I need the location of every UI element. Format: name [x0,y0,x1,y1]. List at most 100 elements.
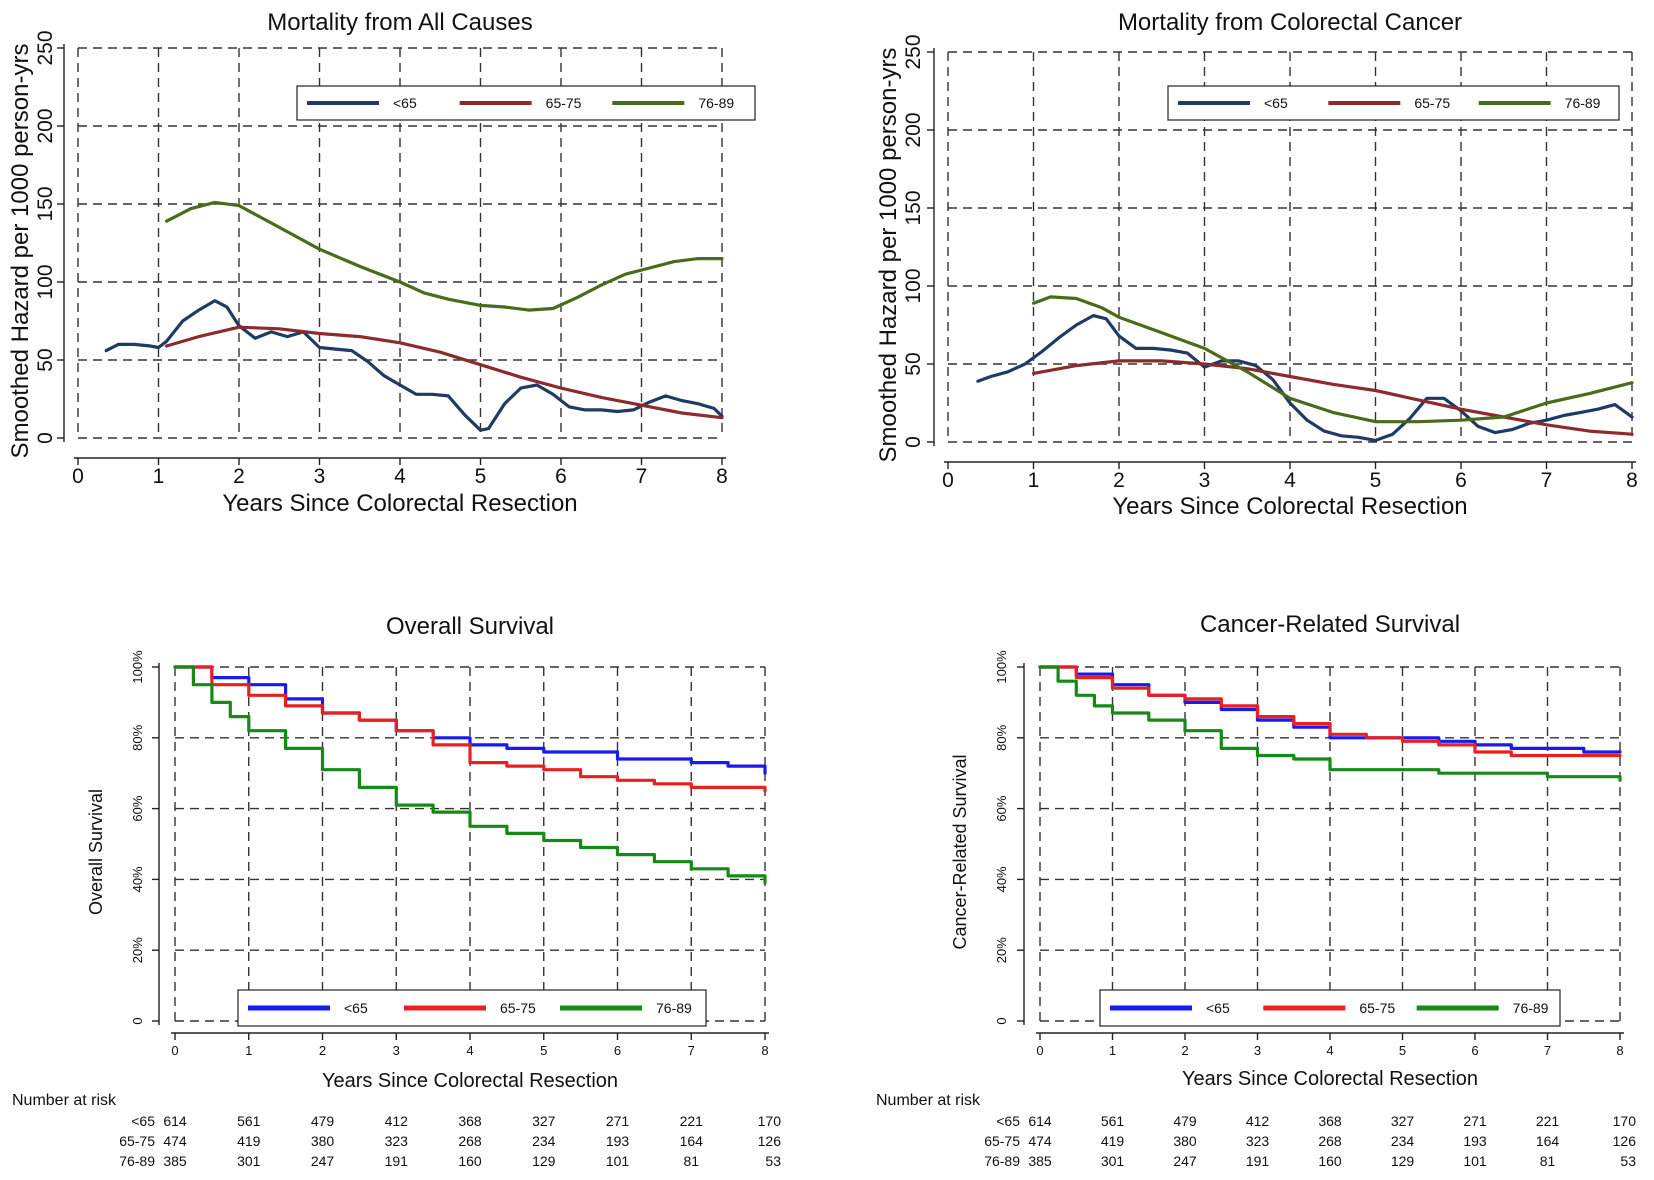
x-axis-label: Years Since Colorectal Resection [222,490,577,517]
at-risk-value: 126 [758,1133,782,1149]
y-tick-label: 60% [994,795,1009,821]
series-line-lt65 [976,314,1634,442]
x-tick-label: 6 [614,1043,621,1058]
y-tick-label: 100% [994,650,1009,684]
y-tick-label: 100 [34,264,57,299]
x-tick-label: 8 [716,465,728,488]
x-tick-label: 4 [1326,1043,1333,1058]
x-tick-label: 6 [1471,1043,1478,1058]
series-line-76-89 [1031,295,1634,424]
at-risk-value: 474 [1028,1133,1052,1149]
x-tick-label: 1 [1028,469,1040,492]
at-risk-value: 419 [1101,1133,1125,1149]
at-risk-row-label: <65 [996,1113,1020,1129]
x-tick-label: 5 [1370,469,1382,492]
at-risk-value: 327 [1391,1113,1415,1129]
x-tick-label: 2 [1113,469,1125,492]
at-risk-row-label: 65-75 [984,1133,1020,1149]
chart-p2: Mortality from Colorectal Cancer05010015… [875,9,1638,520]
at-risk-row-label: 76-89 [119,1153,155,1169]
at-risk-value: 234 [1391,1133,1415,1149]
y-tick-label: 100% [130,650,145,684]
at-risk-value: 614 [163,1113,187,1129]
at-risk-value: 81 [683,1153,699,1169]
at-risk-value: 561 [237,1113,261,1129]
x-tick-label: 6 [1455,469,1467,492]
x-tick-label: 8 [1626,469,1638,492]
x-axis-label: Years Since Colorectal Resection [1182,1068,1478,1090]
at-risk-value: 301 [1101,1153,1125,1169]
at-risk-value: 193 [1463,1133,1487,1149]
at-risk-value: 191 [385,1153,409,1169]
x-tick-label: 7 [1544,1043,1551,1058]
legend-label: 65-75 [500,1000,536,1016]
at-risk-value: 81 [1540,1153,1556,1169]
chart-title: Overall Survival [386,613,554,640]
x-tick-label: 0 [1036,1043,1043,1058]
at-risk-value: 271 [1463,1113,1487,1129]
chart-title: Cancer-Related Survival [1200,611,1460,638]
legend-label: 76-89 [1513,1000,1549,1016]
x-axis-label: Years Since Colorectal Resection [322,1070,618,1092]
y-tick-label: 150 [34,186,57,221]
at-risk-value: 164 [680,1133,704,1149]
at-risk-value: 479 [1173,1113,1197,1129]
x-tick-label: 5 [540,1043,547,1058]
series-line-76-89 [173,665,767,885]
at-risk-value: 101 [606,1153,630,1169]
x-tick-label: 1 [245,1043,252,1058]
at-risk-value: 53 [765,1153,781,1169]
at-risk-value: 164 [1536,1133,1560,1149]
legend-label: 65-75 [1359,1000,1395,1016]
at-risk-row-label: <65 [131,1113,155,1129]
y-tick-label: 0 [902,436,925,448]
at-risk-header: Number at risk [876,1092,981,1109]
at-risk-value: 412 [385,1113,409,1129]
chart-title: Mortality from Colorectal Cancer [1118,9,1462,36]
at-risk-value: 323 [1246,1133,1270,1149]
at-risk-value: 247 [311,1153,335,1169]
x-tick-label: 7 [636,465,648,488]
at-risk-value: 170 [1613,1113,1637,1129]
legend-label: <65 [393,95,417,111]
series-line-65-75 [173,665,767,793]
at-risk-value: 419 [237,1133,261,1149]
legend-label: 76-89 [656,1000,692,1016]
at-risk-value: 53 [1620,1153,1636,1169]
at-risk-value: 479 [311,1113,335,1129]
at-risk-value: 101 [1463,1153,1487,1169]
x-tick-label: 8 [1616,1043,1623,1058]
y-tick-label: 150 [902,190,925,225]
y-tick-label: 100 [902,268,925,303]
at-risk-value: 160 [458,1153,482,1169]
at-risk-value: 474 [163,1133,187,1149]
series-line-lt65 [104,299,724,432]
at-risk-value: 191 [1246,1153,1270,1169]
y-tick-label: 200 [34,108,57,143]
x-tick-label: 5 [475,465,487,488]
y-tick-label: 250 [902,34,925,69]
at-risk-value: 129 [532,1153,556,1169]
x-tick-label: 2 [319,1043,326,1058]
y-axis-label: Overall Survival [86,789,106,915]
x-tick-label: 3 [1199,469,1211,492]
x-tick-label: 5 [1399,1043,1406,1058]
legend-label: <65 [344,1000,368,1016]
y-tick-label: 80% [994,724,1009,750]
at-risk-value: 268 [1318,1133,1342,1149]
x-tick-label: 3 [1254,1043,1261,1058]
y-tick-label: 80% [130,724,145,750]
y-tick-label: 50 [902,352,925,375]
x-tick-label: 7 [1541,469,1553,492]
at-risk-row-label: 76-89 [984,1153,1020,1169]
at-risk-value: 271 [606,1113,630,1129]
y-tick-label: 0 [994,1017,1009,1024]
y-tick-label: 20% [130,937,145,963]
x-tick-label: 4 [1284,469,1296,492]
x-tick-label: 1 [1109,1043,1116,1058]
y-tick-label: 20% [994,937,1009,963]
series-line-76-89 [165,200,724,312]
chart-p1: Mortality from All Causes050100150200250… [7,9,756,517]
x-tick-label: 7 [688,1043,695,1058]
